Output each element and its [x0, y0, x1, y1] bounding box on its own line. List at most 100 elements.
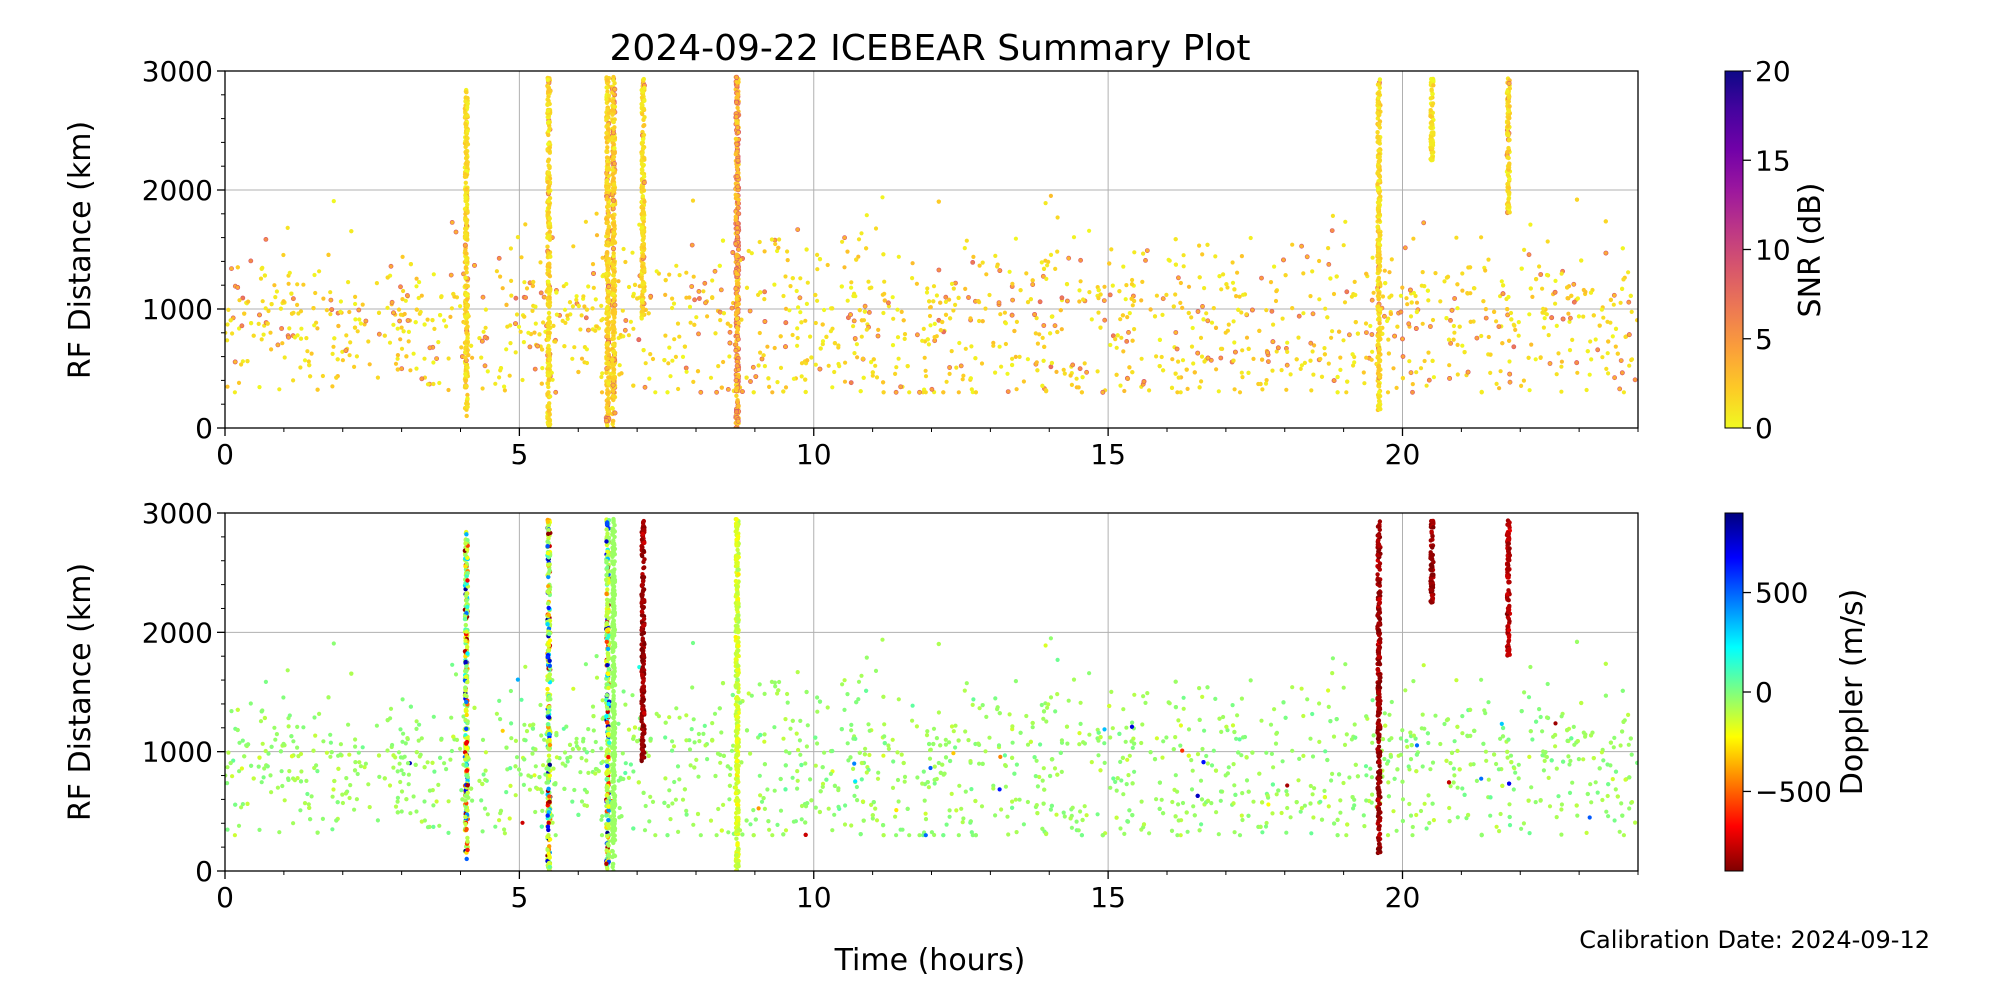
doppler-point — [1296, 778, 1301, 783]
doppler-point — [932, 764, 937, 769]
snr-point — [1400, 336, 1405, 342]
snr-point — [1603, 250, 1609, 256]
snr-point — [783, 344, 788, 350]
snr-point — [951, 286, 956, 291]
doppler-point — [1414, 812, 1419, 818]
doppler-point — [366, 782, 371, 787]
snr-point — [281, 252, 286, 258]
snr-point — [1129, 282, 1135, 287]
doppler-point — [583, 662, 589, 667]
snr-point — [886, 300, 891, 306]
snr-point — [1537, 264, 1542, 269]
snr-point — [446, 356, 451, 361]
snr-point — [546, 120, 551, 125]
doppler-point — [1499, 721, 1504, 727]
snr-point — [281, 299, 286, 304]
doppler-point — [1199, 822, 1204, 827]
snr-point — [1130, 338, 1135, 343]
snr-point — [1604, 366, 1609, 371]
snr-point — [1406, 321, 1412, 327]
snr-point — [734, 120, 740, 125]
snr-point — [905, 364, 910, 369]
snr-point — [976, 299, 981, 304]
snr-point — [925, 286, 930, 291]
snr-point — [463, 217, 468, 222]
doppler-point — [237, 740, 242, 745]
snr-point — [1377, 307, 1383, 313]
snr-point — [482, 334, 488, 340]
snr-point — [610, 237, 616, 242]
snr-point — [767, 384, 772, 389]
snr-point — [513, 321, 518, 326]
doppler-point — [458, 746, 463, 751]
snr-point — [405, 318, 411, 323]
doppler-point — [702, 723, 707, 729]
snr-point — [1429, 122, 1435, 128]
snr-point — [611, 189, 616, 194]
snr-point — [464, 187, 469, 192]
snr-point — [336, 323, 341, 329]
snr-point — [735, 326, 740, 331]
doppler-point — [1498, 736, 1503, 741]
top-x-ticks: 0 5 10 15 20 — [216, 428, 1639, 471]
doppler-point — [1633, 820, 1638, 825]
snr-point — [328, 312, 333, 317]
doppler-point — [239, 805, 244, 810]
snr-point — [1109, 247, 1114, 252]
snr-point — [852, 336, 858, 341]
snr-point — [734, 252, 740, 257]
snr-point — [1528, 286, 1533, 291]
snr-point — [1460, 343, 1465, 348]
snr-point — [797, 295, 803, 301]
snr-point — [1309, 388, 1314, 393]
doppler-point — [729, 748, 735, 753]
doppler-point — [1604, 809, 1609, 814]
snr-point — [398, 337, 403, 342]
doppler-point — [513, 738, 519, 744]
snr-point — [425, 382, 431, 387]
snr-point — [584, 347, 590, 352]
snr-point — [1505, 149, 1510, 155]
doppler-point — [414, 809, 419, 814]
snr-point — [1377, 372, 1383, 378]
snr-point — [915, 332, 920, 338]
snr-point — [1376, 268, 1381, 273]
snr-point — [1164, 292, 1169, 297]
snr-point — [1375, 110, 1380, 116]
snr-point — [791, 376, 797, 381]
snr-point — [1506, 80, 1512, 86]
snr-point — [960, 377, 965, 382]
snr-point — [463, 355, 468, 360]
doppler-point — [1464, 816, 1469, 821]
snr-point — [1013, 354, 1018, 359]
snr-point — [610, 90, 615, 95]
doppler-point — [1418, 808, 1424, 814]
snr-point — [1574, 360, 1580, 366]
snr-point — [759, 356, 765, 362]
snr-point — [640, 146, 646, 152]
doppler-point — [653, 833, 658, 838]
snr-point — [1538, 355, 1543, 360]
doppler-point — [1301, 753, 1306, 759]
snr-point — [604, 316, 610, 321]
snr-point — [582, 304, 587, 309]
snr-point — [751, 390, 756, 395]
snr-point — [1102, 317, 1108, 323]
snr-point — [545, 244, 550, 249]
snr-point — [1534, 277, 1539, 282]
doppler-point — [626, 775, 632, 781]
snr-point — [1455, 306, 1460, 311]
doppler-point — [374, 723, 379, 728]
snr-point — [1077, 366, 1083, 372]
snr-point — [642, 85, 647, 91]
doppler-point — [328, 740, 333, 745]
doppler-point — [864, 655, 869, 660]
doppler-point — [419, 736, 424, 741]
snr-point — [590, 306, 595, 311]
snr-point — [292, 335, 297, 340]
doppler-point — [630, 693, 635, 698]
doppler-point — [513, 793, 518, 798]
snr-point — [696, 288, 702, 294]
snr-point — [1113, 337, 1118, 342]
snr-point — [1338, 355, 1343, 360]
